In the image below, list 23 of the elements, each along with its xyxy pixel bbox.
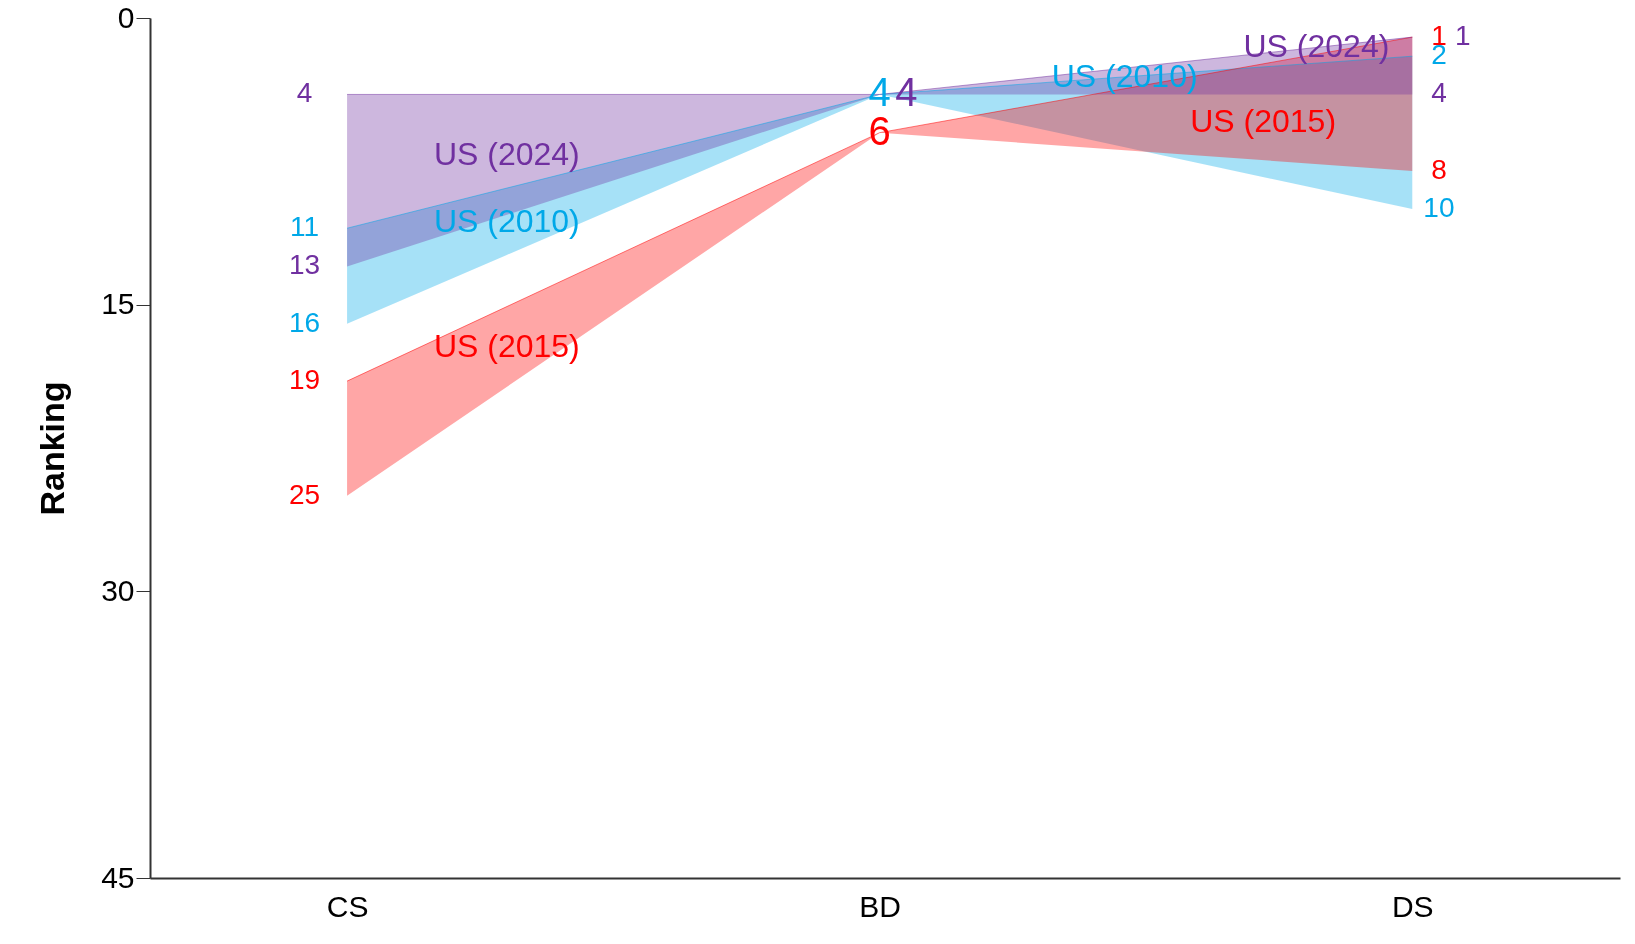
y-tick-label: 15 [101,287,135,321]
y-axis-title: Ranking [33,381,72,516]
y-tick-label: 0 [117,0,135,34]
x-tick-label: DS [1391,889,1434,923]
series-label: US (2010) [1051,57,1198,94]
x-tick-label: CS [326,889,369,923]
text: US (2015) [1190,102,1337,139]
annotation: 25 [288,478,321,510]
annotation: 4 [1431,77,1447,109]
series-label: US (2015) [433,327,580,364]
data-label: 11 [289,211,319,243]
y-tick-label: 45 [101,860,135,894]
text: US (2024) [433,135,580,172]
annotation: 8 [1431,153,1447,185]
text: US (2010) [433,202,580,239]
annotation: 16 [288,306,321,338]
annotation: 13 [288,249,321,281]
data-label: 1 [1455,20,1471,52]
x-tick-label: BD [859,889,902,923]
data-label: 4 [296,77,313,109]
y-tick-label: 30 [101,573,135,607]
data-label: 19 [288,364,321,396]
annotation: 10 [1423,192,1455,224]
